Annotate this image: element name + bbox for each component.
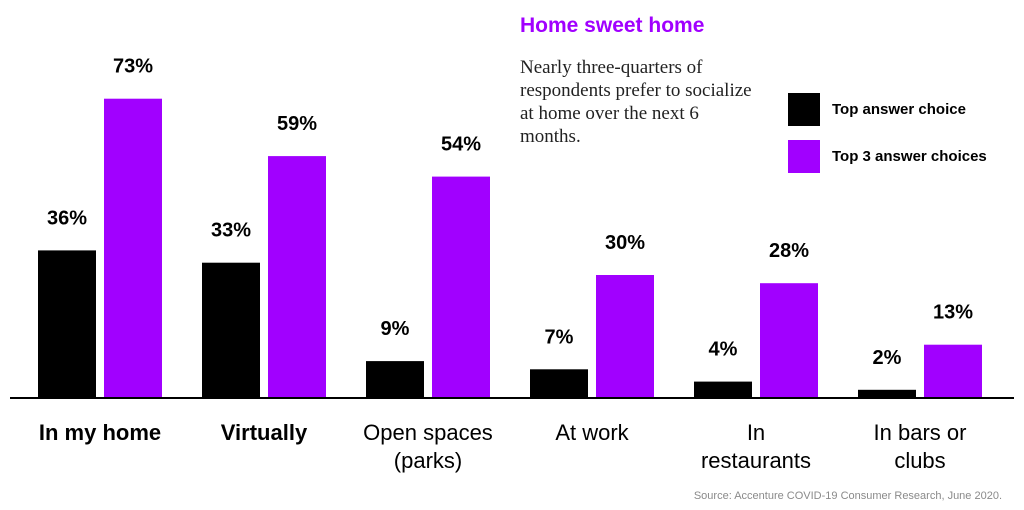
bar-top-3-answers-1	[268, 156, 326, 398]
category-label-0: In my home	[39, 420, 161, 445]
value-label-top-3-answers-1: 59%	[277, 113, 317, 135]
bar-top-answer-5	[858, 389, 916, 398]
value-label-top-answer-2: 9%	[381, 318, 410, 340]
legend-label-top-answer: Top answer choice	[832, 101, 966, 118]
category-label-4: In restaurants	[701, 420, 811, 473]
bar-top-answer-1	[202, 262, 260, 398]
legend-swatch-top-3-answers	[788, 140, 820, 173]
category-labels-group: In my home Virtually Open spaces (parks) At …	[39, 420, 967, 473]
value-label-top-3-answers-2: 54%	[441, 134, 481, 156]
legend-item-top-answer: Top answer choice	[788, 93, 987, 126]
bar-top-answer-0	[38, 250, 96, 398]
value-label-top-3-answers-3: 30%	[605, 232, 645, 254]
category-label-3: At work	[555, 420, 629, 445]
bar-top-answer-4	[694, 381, 752, 398]
bars-group	[38, 98, 982, 398]
value-label-top-3-answers-5: 13%	[933, 302, 973, 324]
bar-top-3-answers-2	[432, 176, 490, 398]
source-note: Source: Accenture COVID-19 Consumer Rese…	[693, 490, 1002, 502]
legend-label-top-3-answers: Top 3 answer choices	[832, 148, 987, 165]
bar-top-3-answers-5	[924, 344, 982, 398]
bar-top-3-answers-0	[104, 98, 162, 398]
chart-subtitle: Nearly three-quarters of respondents pre…	[520, 57, 752, 147]
value-label-top-3-answers-4: 28%	[769, 240, 809, 262]
bar-top-answer-3	[530, 369, 588, 398]
value-label-top-answer-5: 2%	[873, 347, 902, 369]
value-label-top-answer-3: 7%	[545, 326, 574, 348]
value-labels-group: 36% 73% 33% 59% 9% 54% 7% 30% 4% 28% 2% 13%	[47, 56, 973, 369]
category-label-2: Open spaces (parks)	[363, 420, 493, 473]
bar-top-answer-2	[366, 361, 424, 398]
bar-top-3-answers-3	[596, 275, 654, 398]
chart-title: Home sweet home	[520, 14, 705, 37]
value-label-top-3-answers-0: 73%	[113, 56, 153, 78]
category-label-5: In bars or clubs	[874, 420, 967, 473]
category-label-1: Virtually	[221, 420, 308, 445]
legend-swatch-top-answer	[788, 93, 820, 126]
value-label-top-answer-0: 36%	[47, 207, 87, 229]
bar-top-3-answers-4	[760, 283, 818, 398]
legend: Top answer choice Top 3 answer choices	[788, 93, 987, 187]
value-label-top-answer-1: 33%	[211, 220, 251, 242]
legend-item-top-3-answers: Top 3 answer choices	[788, 140, 987, 173]
value-label-top-answer-4: 4%	[709, 339, 738, 361]
